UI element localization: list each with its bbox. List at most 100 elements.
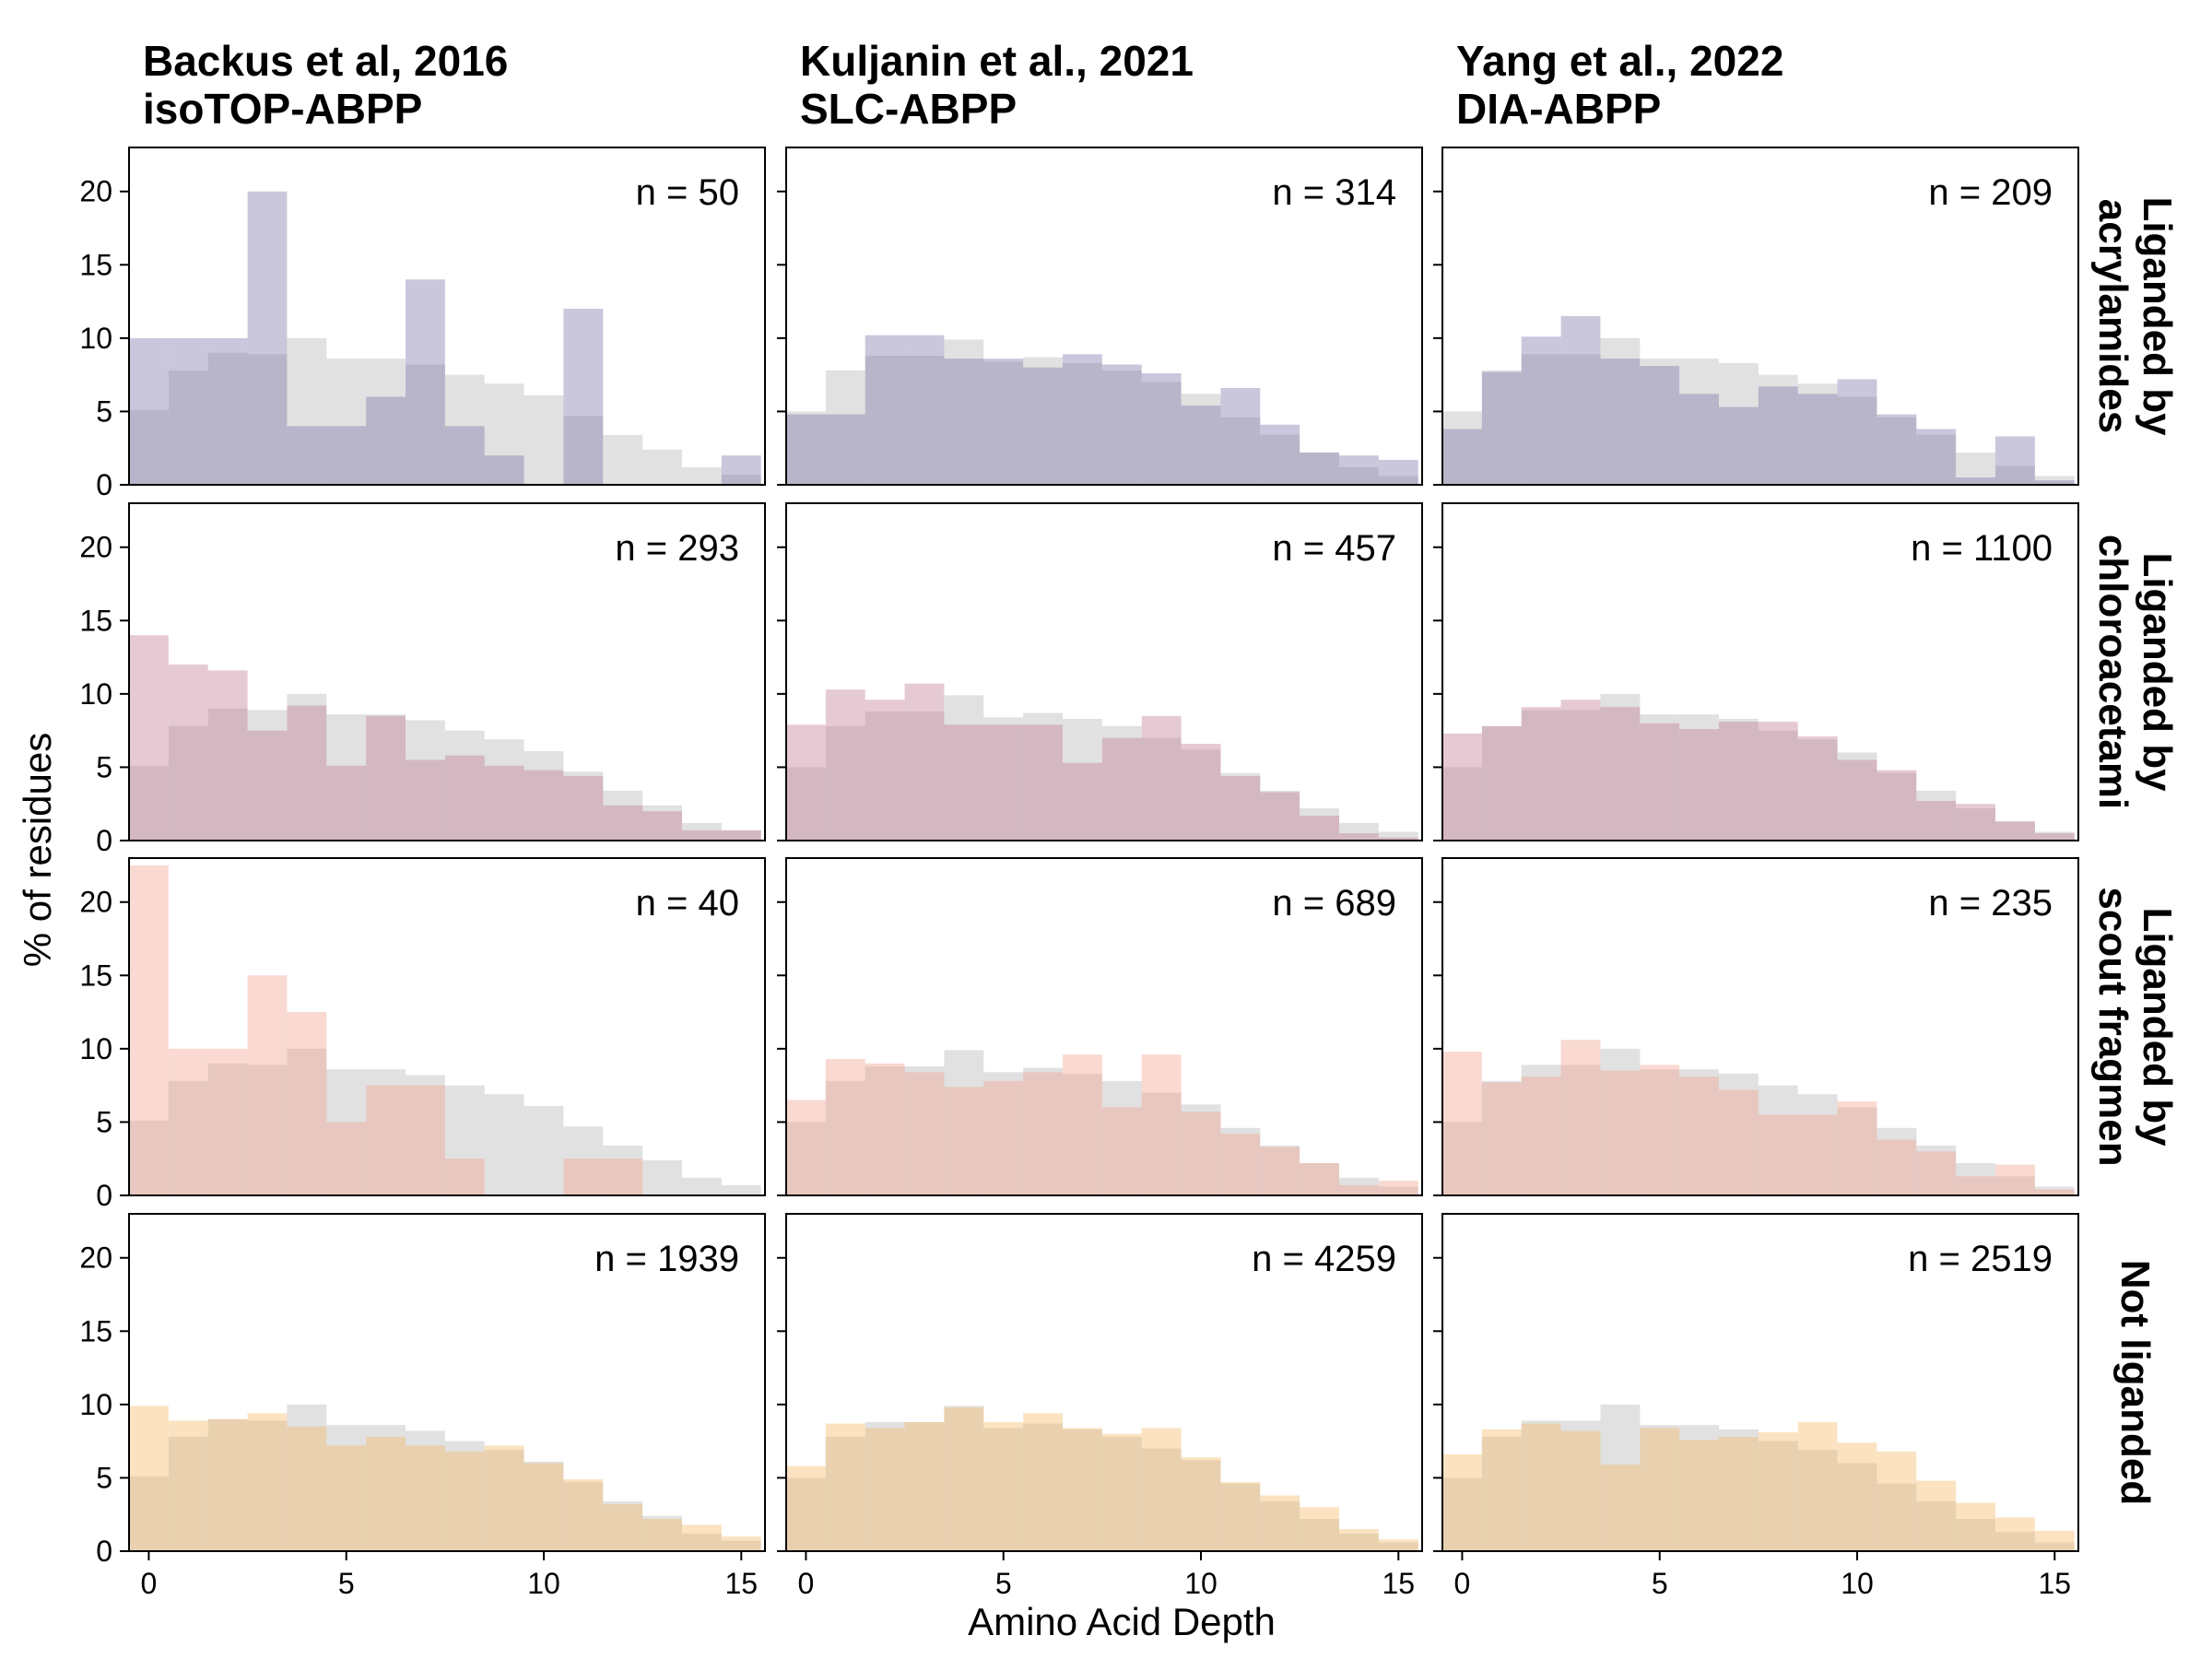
background-bar [1220,1483,1261,1551]
row-title-2-line1: Liganded by [2135,552,2180,792]
background-bar [904,1421,945,1551]
background-bar [1442,1122,1482,1195]
x-tick-label: 5 [995,1567,1012,1600]
category-bar [1442,1453,1482,1551]
category-bar [825,1423,865,1551]
background-bar [642,1159,682,1195]
background-bar [944,1406,984,1551]
category-bar [563,309,604,485]
background-bar [366,1069,406,1195]
category-bar [1719,406,1759,485]
category-bar [1141,373,1182,485]
category-bar [1797,736,1838,841]
background-bar [129,409,169,485]
background-bar [865,355,905,485]
category-bar [865,1063,905,1195]
category-bar [1916,1480,1957,1551]
category-bar [1797,394,1838,485]
category-bar [1758,722,1798,841]
background-bar [1956,807,1995,841]
x-tick-label: 10 [1841,1567,1874,1600]
background-bar [366,359,406,485]
background-bar [1758,374,1798,485]
background-bar [1877,417,1917,485]
background-bar [1339,822,1379,841]
category-bar [1956,804,1995,841]
category-bar [1758,386,1798,485]
background-bar [2034,476,2075,485]
background-bar [1063,1429,1102,1551]
background-bar [1600,1404,1641,1551]
background-bar [168,1080,208,1195]
category-bar [603,1504,643,1551]
row-title-1-line1: Liganded by [2135,196,2180,436]
background-bar [1719,1073,1759,1195]
category-bar [1141,1054,1182,1195]
background-bar [983,717,1024,841]
background-bar [1378,476,1418,485]
category-bar [1481,1082,1522,1195]
category-bar [603,805,643,841]
category-bar [904,683,945,841]
y-tick-label: 0 [96,468,112,501]
category-bar [1141,715,1182,841]
x-tick-label: 15 [2038,1567,2071,1600]
background-bar [1560,1065,1601,1195]
category-bar [207,1418,248,1551]
background-bar [1877,1127,1917,1195]
panel-frame [128,857,766,1196]
category-bar [1378,837,1418,841]
category-bar [1063,762,1102,841]
y-tick-label: 15 [79,1314,112,1347]
background-bar [1560,1420,1601,1551]
category-bar [366,1085,406,1195]
background-bar [1260,1500,1300,1551]
background-bar [1220,417,1261,485]
category-bar [1560,700,1601,841]
category-bar [168,1420,208,1551]
category-bar [1797,1421,1838,1551]
category-bar [1521,1077,1561,1195]
background-bar [1101,1436,1142,1551]
background-bar [2034,1542,2075,1551]
background-bar [1877,1483,1917,1551]
y-tick-label: 10 [79,1388,112,1421]
category-bar [326,765,367,841]
background-bar [1995,1176,2035,1195]
background-bar [1023,357,1063,485]
category-bar [1063,354,1102,485]
category-bar [1600,1465,1641,1551]
background-bar [1560,710,1601,841]
category-bar [524,770,564,841]
background-bar [682,466,722,485]
category-bar [904,1072,945,1195]
background-bar [603,790,643,841]
background-bar [1521,354,1561,485]
background-bar [1837,396,1877,485]
background-bar [1141,737,1182,841]
category-bar [1640,1065,1680,1195]
category-bar [1995,1517,2035,1551]
category-bar [1378,459,1418,485]
background-bar [247,710,288,841]
category-bar [983,1080,1024,1195]
background-bar [1378,1542,1418,1551]
category-bar [1300,452,1339,485]
category-bar [1877,1451,1917,1551]
category-bar [129,337,169,485]
background-bar [1260,790,1300,841]
panel-frame [785,147,1423,486]
panel-frame [785,857,1423,1196]
background-bar [1300,807,1339,841]
category-bar [326,1122,367,1195]
background-bar [1521,1420,1561,1551]
panel-frame [1441,147,2079,486]
category-bar [1877,770,1917,841]
background-bar [1640,359,1680,485]
panel-r1-c2: n = 314 [777,147,1423,486]
background-bar [1181,1104,1221,1195]
panel-frame [1441,502,2079,841]
x-tick-label: 5 [338,1567,355,1600]
background-bar [444,730,485,841]
background-bar [786,411,826,485]
